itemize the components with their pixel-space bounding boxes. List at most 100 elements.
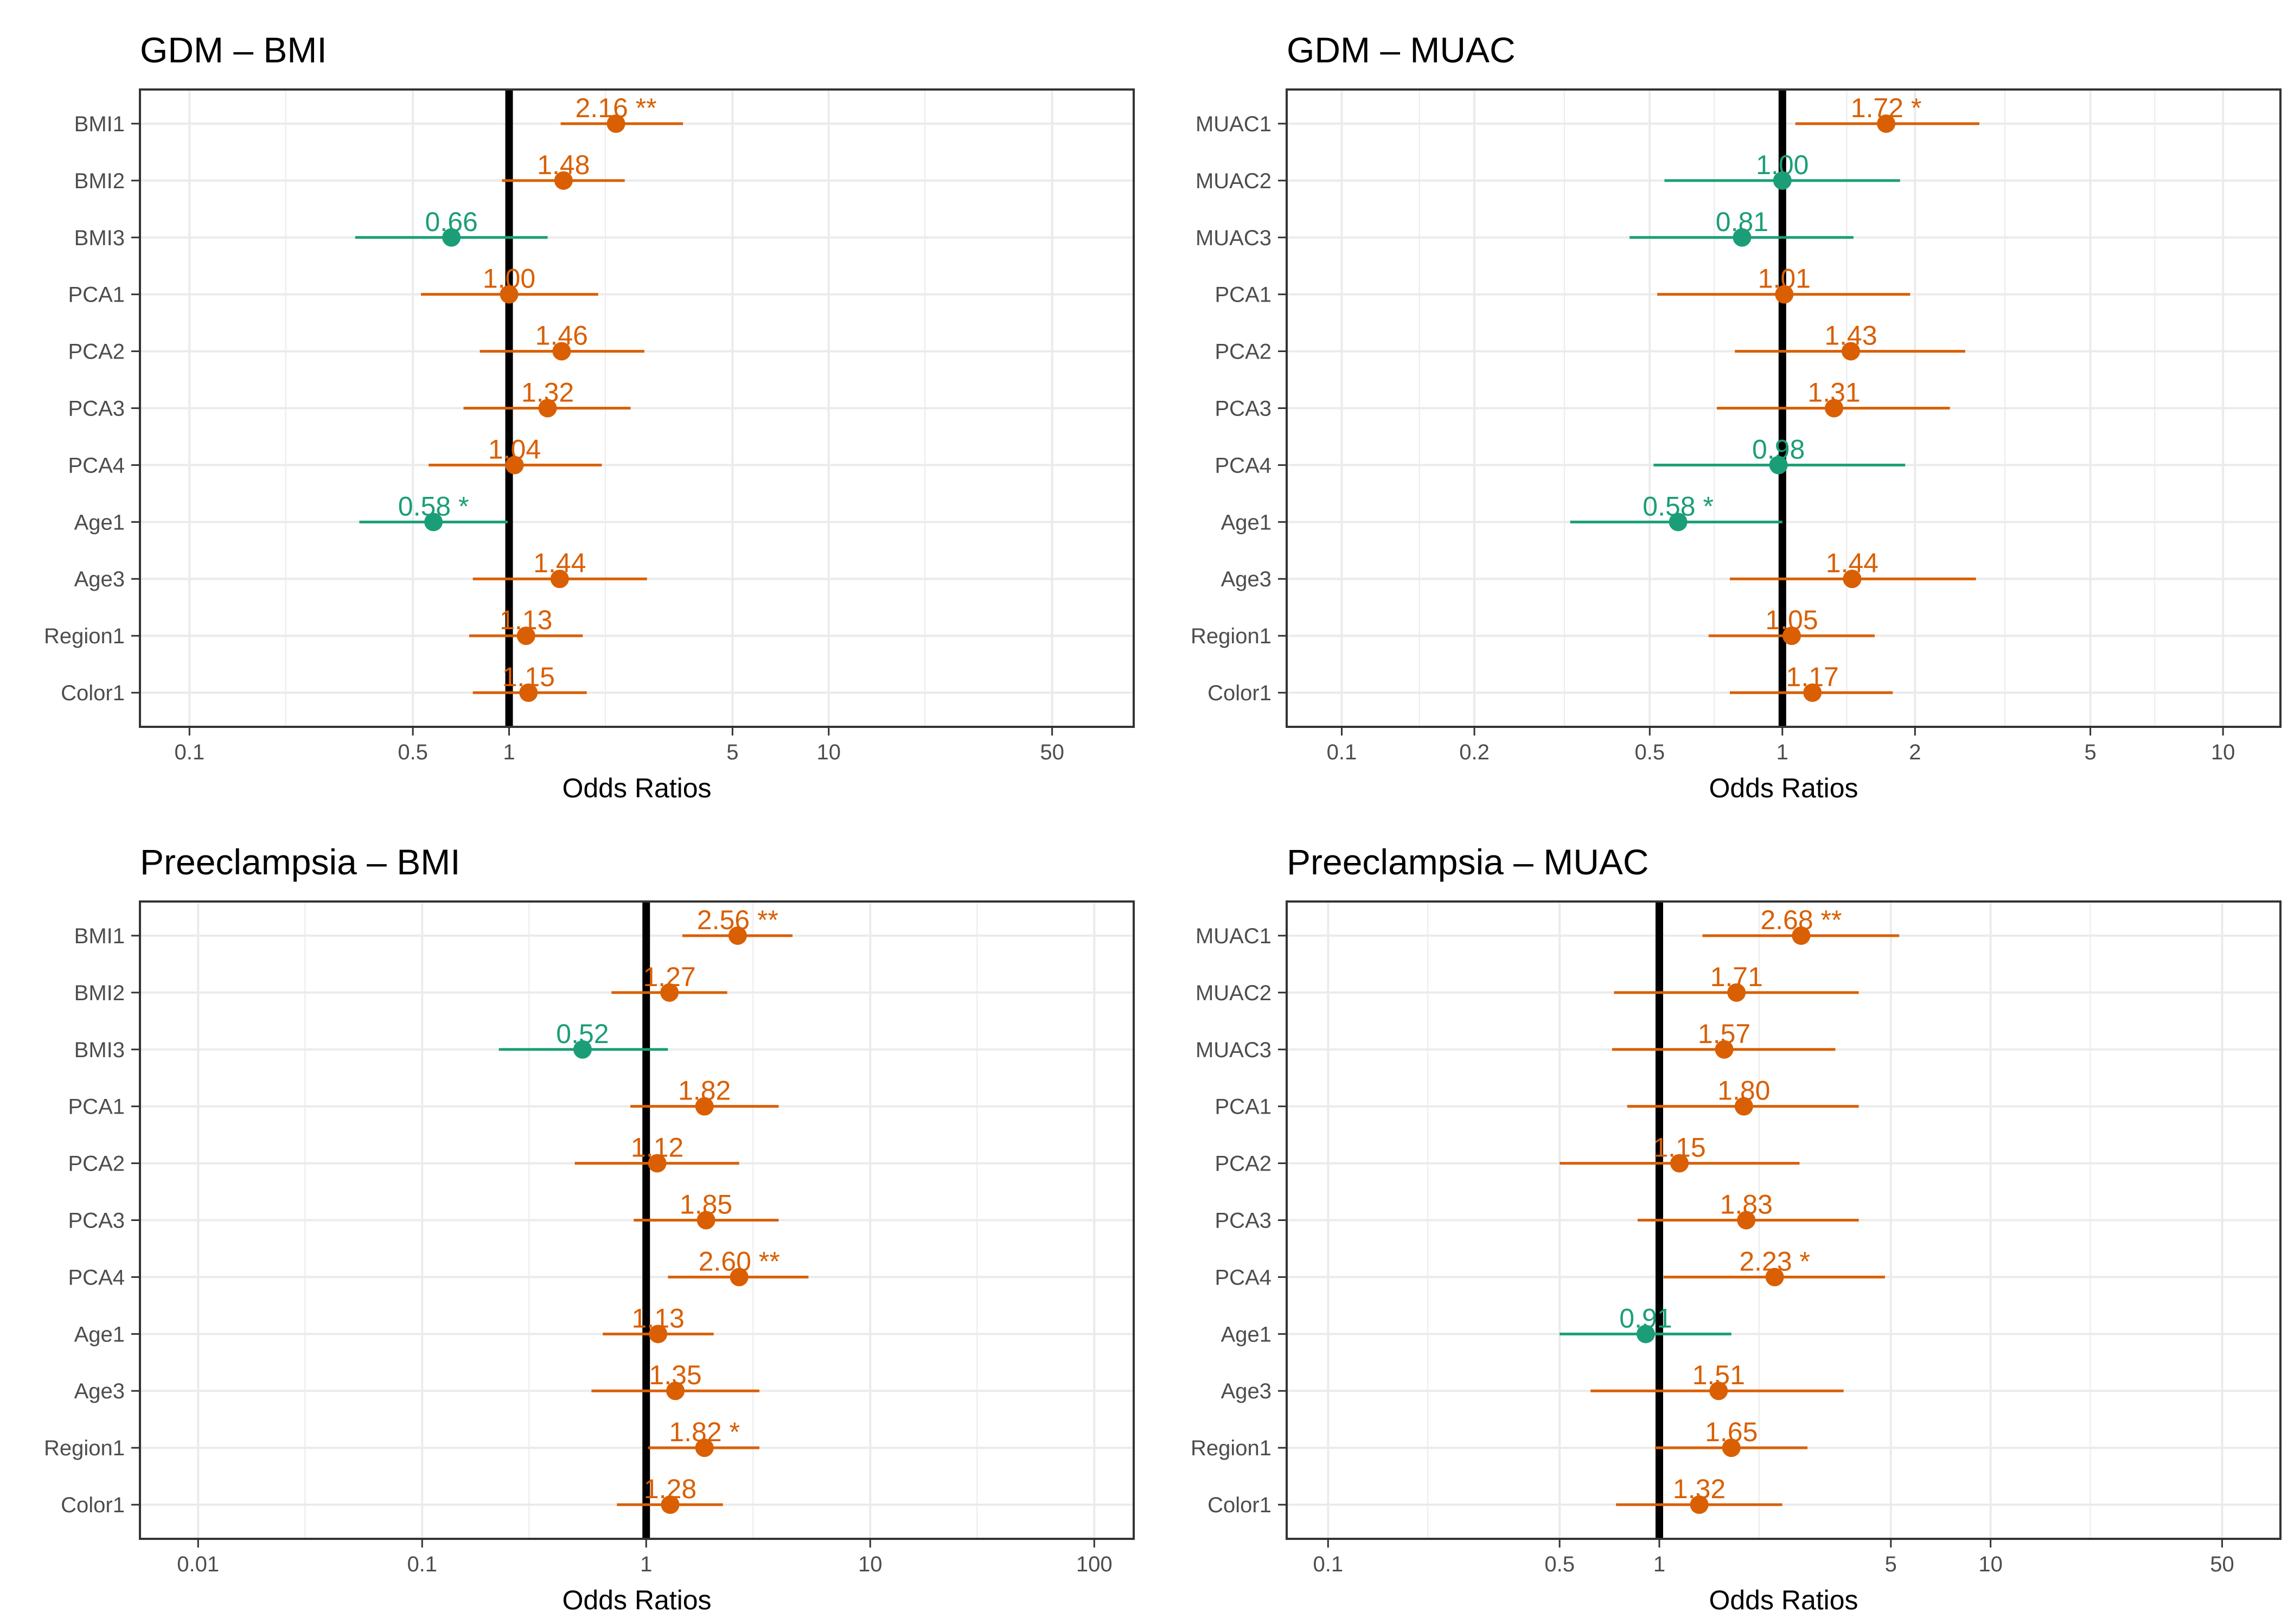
panel-title: GDM – BMI [140,30,327,70]
point-pca4 [730,1268,749,1287]
y-tick-label-pca3: PCA3 [1215,397,1272,421]
data-label-bmi3: 0.66 [425,207,478,237]
y-tick-label-bmi3: BMI3 [74,1038,125,1062]
data-label-muac2: 1.71 [1710,962,1763,992]
x-tick-label: 10 [2211,740,2235,764]
x-axis-label: Odds Ratios [1709,773,1858,803]
data-label-color1: 1.28 [644,1474,696,1504]
y-tick-label-region1: Region1 [1191,624,1271,648]
data-label-region1: 1.13 [500,605,552,635]
y-tick-label-bmi3: BMI3 [74,226,125,250]
point-age1 [424,513,443,532]
data-label-pca1: 1.00 [483,264,535,294]
point-pca1 [500,285,519,304]
y-tick-label-color1: Color1 [61,1493,125,1517]
data-label-color1: 1.15 [502,662,555,692]
y-tick-label-bmi1: BMI1 [74,924,125,948]
y-tick-label-pca4: PCA4 [1215,1265,1272,1289]
x-tick-label: 1 [503,740,515,764]
y-tick-label-pca1: PCA1 [68,283,125,307]
y-tick-label-age1: Age1 [74,1322,125,1346]
y-tick-label-age1: Age1 [1221,510,1271,534]
data-label-age3: 1.35 [649,1360,701,1390]
forest-plot-gdm-bmi: GDM – BMI 2.16 ** BMI1 1.48 BMI2 0.66 BMI3 1.00… [44,30,1135,803]
x-tick-label: 0.1 [174,740,205,764]
point-color1 [1690,1495,1709,1514]
y-tick-label-pca3: PCA3 [68,397,125,421]
x-tick-label: 10 [816,740,841,764]
data-label-pca3: 1.85 [680,1190,732,1220]
data-label-muac3: 0.81 [1716,207,1768,237]
data-label-muac1: 1.72 * [1851,93,1922,123]
data-label-pca2: 1.15 [1653,1133,1705,1163]
y-tick-label-pca1: PCA1 [1215,283,1272,307]
data-label-bmi1: 2.16 ** [576,93,657,123]
y-tick-label-bmi2: BMI2 [74,981,125,1005]
y-tick-label-muac3: MUAC3 [1196,1038,1271,1062]
point-pca2 [1841,342,1860,361]
point-muac1 [1877,114,1896,133]
data-label-pca2: 1.12 [631,1133,683,1163]
point-pca2 [1670,1154,1689,1173]
x-tick-label: 50 [1040,740,1064,764]
data-label-age1: 0.58 * [398,491,469,521]
point-bmi1 [728,926,747,945]
x-tick-label: 10 [1978,1552,2003,1576]
data-label-pca1: 1.01 [1758,264,1811,294]
data-label-pca3: 1.32 [521,378,574,408]
y-tick-label-region1: Region1 [44,1436,125,1460]
x-tick-label: 2 [1909,740,1921,764]
point-pca4 [1769,456,1788,475]
point-muac1 [1792,926,1811,945]
point-pca3 [1737,1211,1756,1230]
point-pca4 [505,456,524,475]
data-label-region1: 1.82 * [669,1417,740,1447]
data-label-pca3: 1.31 [1807,378,1860,408]
data-label-bmi1: 2.56 ** [697,905,778,935]
point-pca1 [1734,1097,1753,1116]
data-label-muac3: 1.57 [1698,1019,1750,1049]
data-label-age1: 1.13 [632,1303,685,1333]
point-pca1 [1775,285,1794,304]
point-age3 [550,570,569,589]
y-tick-label-muac2: MUAC2 [1196,981,1271,1005]
panel-title: Preeclampsia – MUAC [1287,842,1649,882]
data-label-region1: 1.05 [1765,605,1818,635]
y-tick-label-pca2: PCA2 [68,1152,125,1176]
y-tick-label-pca1: PCA1 [1215,1095,1272,1119]
data-label-pca4: 2.60 ** [699,1246,780,1276]
y-tick-label-pca2: PCA2 [1215,1152,1272,1176]
x-axis-label: Odds Ratios [1709,1585,1858,1615]
data-label-pca1: 1.80 [1717,1076,1770,1106]
x-tick-label: 1 [1777,740,1788,764]
y-tick-label-pca2: PCA2 [1215,340,1272,364]
plot-frame [1286,900,2282,1540]
y-tick-label-muac2: MUAC2 [1196,169,1271,193]
data-label-muac2: 1.00 [1756,150,1809,180]
point-pca2 [552,342,571,361]
point-color1 [661,1495,680,1514]
y-tick-label-muac3: MUAC3 [1196,226,1271,250]
point-pca3 [1825,399,1844,418]
x-tick-label: 0.1 [1327,740,1357,764]
data-label-bmi2: 1.27 [643,962,695,992]
y-tick-label-pca4: PCA4 [68,1265,125,1289]
x-tick-label: 0.5 [398,740,428,764]
x-tick-label: 1 [640,1552,652,1576]
plot-frame [1286,88,2282,728]
data-label-age3: 1.44 [533,548,586,578]
forest-plot-preeclampsia-bmi: Preeclampsia – BMI 2.56 ** BMI1 1.27 BMI2 0.5… [44,842,1135,1615]
point-age3 [666,1382,685,1401]
data-label-pca2: 1.46 [535,321,588,351]
point-age1 [1636,1325,1655,1344]
data-label-pca4: 0.98 [1752,434,1805,464]
y-tick-label-age3: Age3 [74,1379,125,1403]
point-bmi2 [660,983,679,1002]
data-label-age3: 1.44 [1826,548,1878,578]
data-label-pca4: 2.23 * [1739,1246,1810,1276]
point-bmi3 [573,1040,592,1059]
y-tick-label-pca3: PCA3 [68,1209,125,1233]
point-muac3 [1715,1040,1734,1059]
point-pca2 [648,1154,667,1173]
point-region1 [516,626,535,645]
